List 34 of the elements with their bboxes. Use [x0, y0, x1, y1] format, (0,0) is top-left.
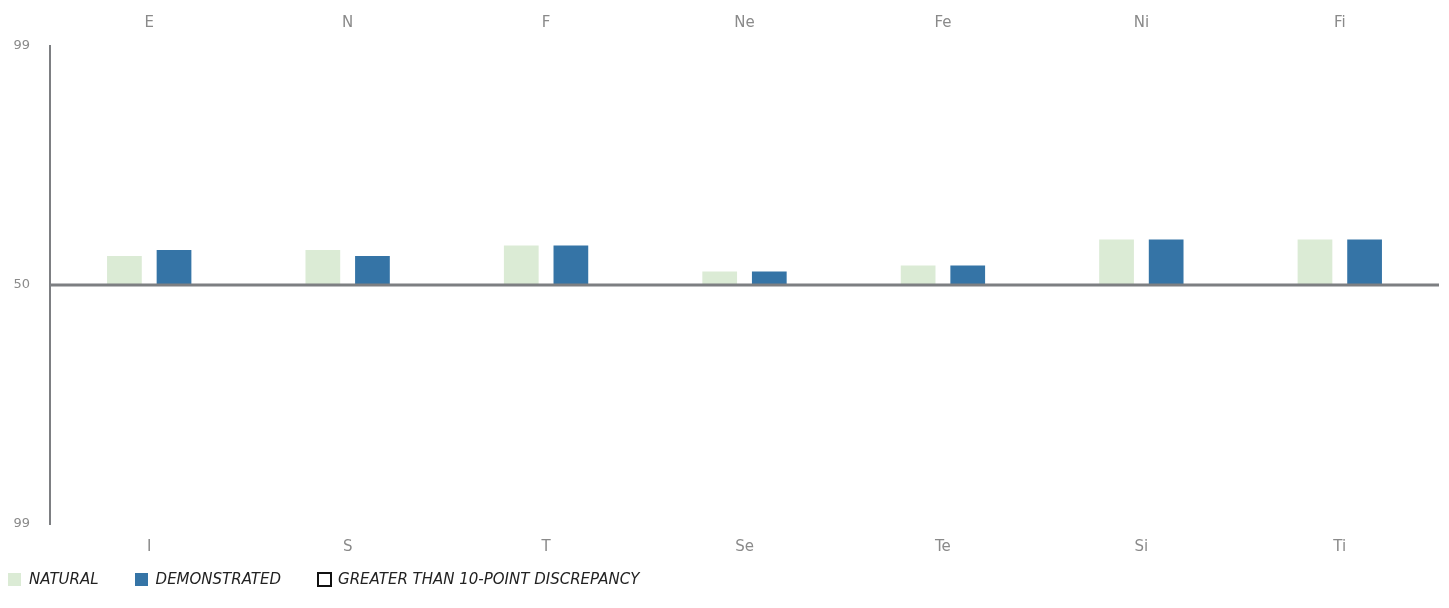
bar — [305, 250, 341, 285]
bar — [355, 255, 390, 285]
bar — [900, 265, 936, 285]
x-tick-label: T — [540, 536, 552, 555]
legend-label: DEMONSTRATED — [155, 570, 282, 588]
text: Ni — [1133, 12, 1150, 31]
bar — [107, 255, 142, 285]
bar — [751, 271, 787, 285]
bar — [950, 265, 986, 285]
text: E — [144, 12, 154, 31]
bar — [503, 245, 539, 285]
text: N — [342, 12, 354, 31]
bar — [156, 250, 192, 285]
x-tick-label: Se — [735, 536, 754, 555]
text: 99 — [13, 515, 30, 531]
x-tick-label: Si — [1134, 536, 1149, 555]
x-tick-label: Te — [934, 536, 951, 555]
text: GREATER THAN 10-POINT DISCREPANCY — [338, 570, 640, 588]
bar — [1297, 239, 1333, 285]
bar — [1347, 239, 1382, 285]
x-tick-label: Ti — [1332, 536, 1347, 555]
legend-label: NATURAL — [29, 570, 99, 588]
bar — [1099, 239, 1134, 285]
text: Fi — [1333, 12, 1346, 31]
bar — [1148, 239, 1184, 285]
bar — [553, 245, 589, 285]
text: Ne — [734, 12, 755, 31]
text: 50 — [13, 276, 30, 292]
text: 99 — [13, 37, 30, 53]
x-tick-label: I — [147, 536, 152, 555]
text: Fe — [934, 12, 952, 31]
x-tick-label: S — [342, 536, 353, 555]
bar — [702, 271, 738, 285]
text: F — [541, 12, 551, 31]
